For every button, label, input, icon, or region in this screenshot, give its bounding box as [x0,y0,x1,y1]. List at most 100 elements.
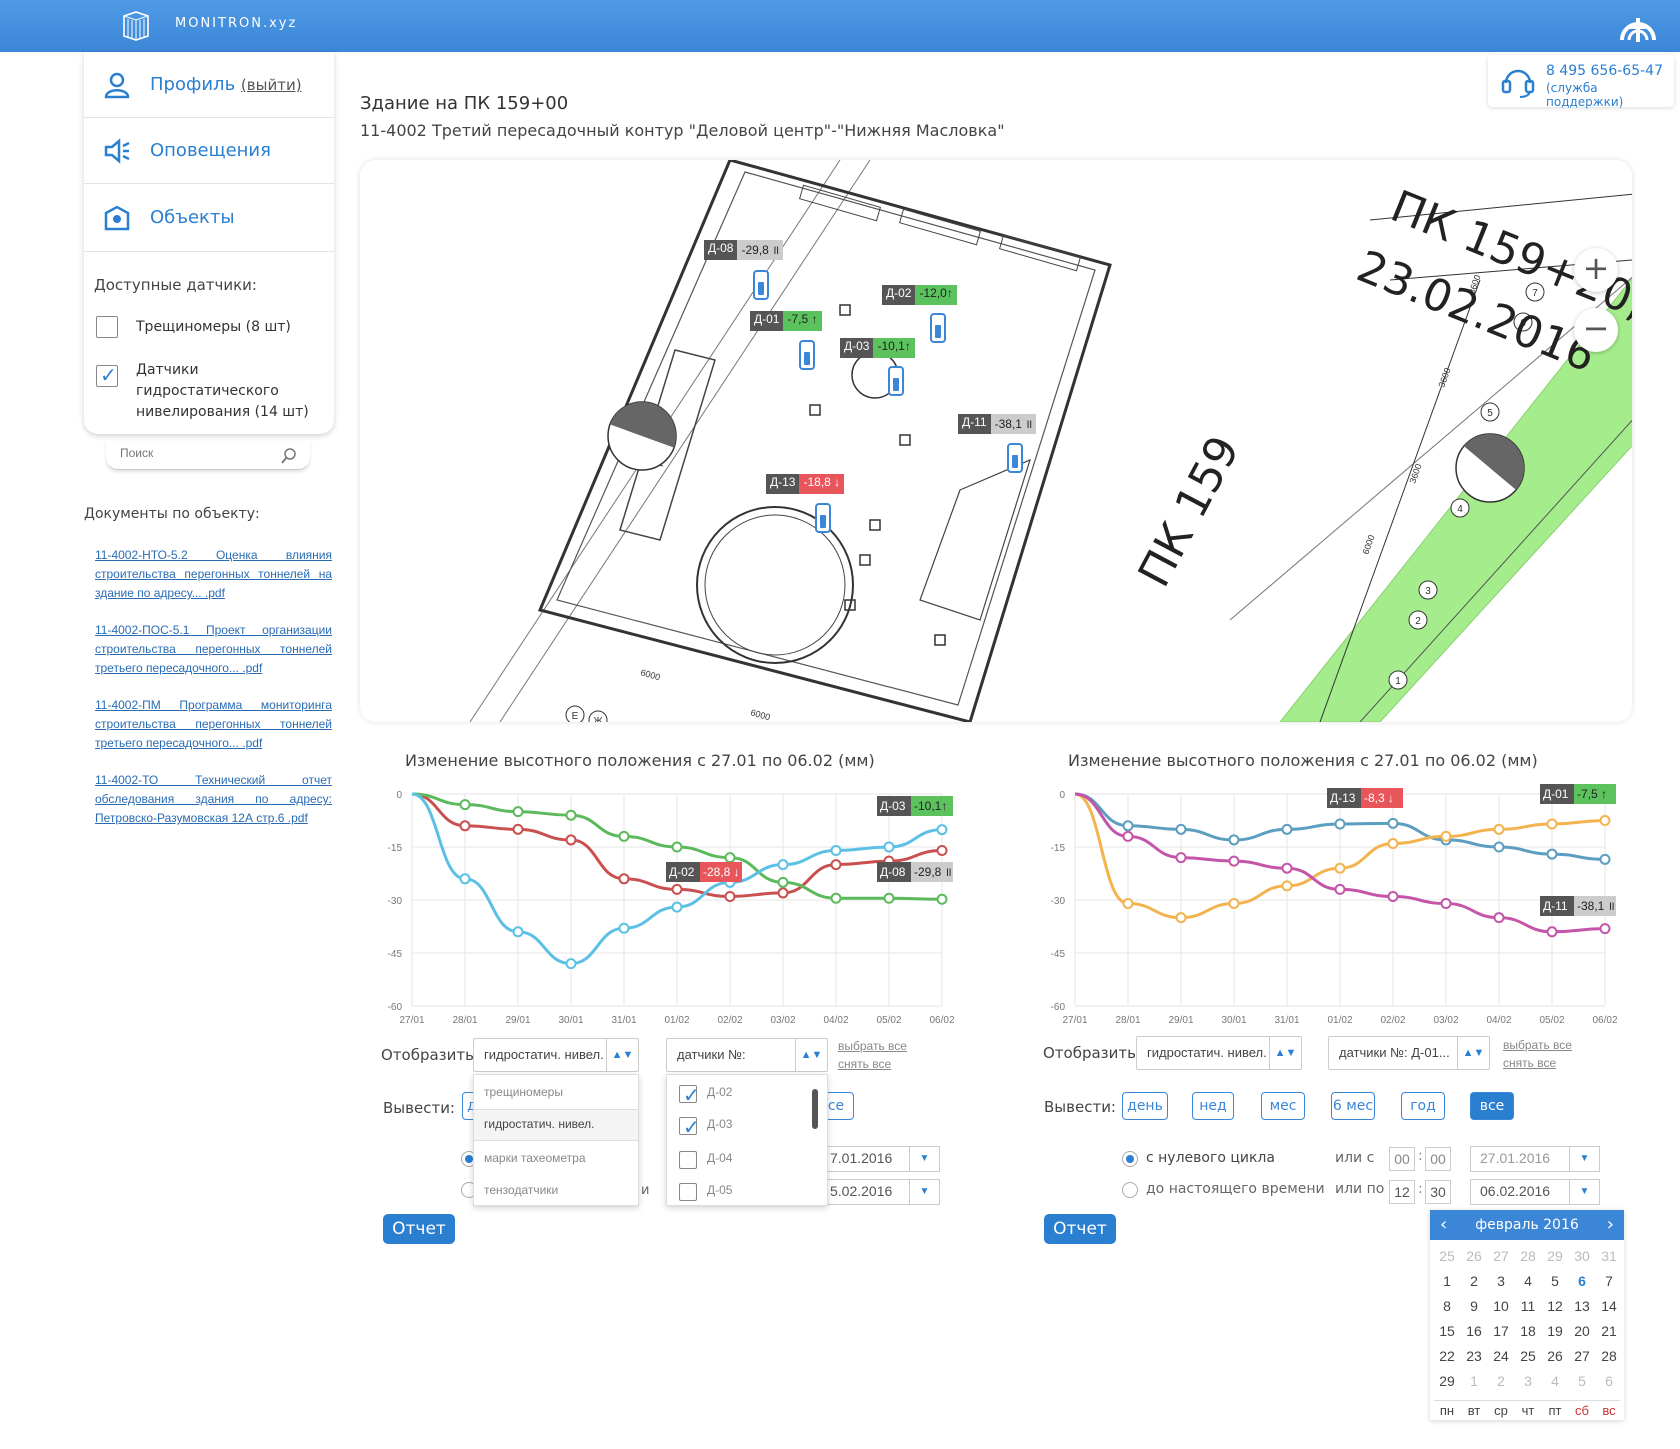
zoom-in-button[interactable]: + [1574,248,1618,292]
calendar-day[interactable]: 5 [1578,1373,1586,1389]
chart-left[interactable]: 0 -15 -30 -45 -60 27/01 28/01 29/01 30/01 31/01 01… [372,778,972,1033]
sensors-select[interactable]: датчики №: ▲▼ [666,1038,828,1072]
calendar-day[interactable]: 21 [1601,1323,1617,1339]
calendar-day[interactable]: 19 [1547,1323,1563,1339]
calendar-day[interactable]: 11 [1520,1298,1536,1314]
calendar-day[interactable]: 9 [1470,1298,1478,1314]
calendar-day[interactable]: 28 [1520,1248,1536,1264]
zoom-out-button[interactable]: − [1574,308,1618,352]
calendar-day[interactable]: 5 [1551,1273,1559,1289]
calendar-day[interactable]: 28 [1601,1348,1617,1364]
calendar-day[interactable]: 4 [1551,1373,1559,1389]
calendar-day[interactable]: 6 [1605,1373,1613,1389]
calendar-day[interactable]: 24 [1493,1348,1509,1364]
calendar-day[interactable]: 4 [1524,1273,1532,1289]
calendar-day[interactable]: 17 [1493,1323,1509,1339]
series-value-label[interactable]: Д-11 -38,1 ॥ [1540,896,1616,916]
period-week-button[interactable]: нед [1192,1092,1234,1120]
calendar-day[interactable]: 2 [1470,1273,1478,1289]
sensor-icon[interactable] [799,340,815,370]
calendar-day[interactable]: 29 [1547,1248,1563,1264]
date-to-input[interactable]: 5.02.2016 ▼ [820,1179,940,1205]
calendar-day[interactable]: 13 [1574,1298,1590,1314]
calendar-day[interactable]: 14 [1601,1298,1617,1314]
calendar-day[interactable]: 22 [1439,1348,1455,1364]
select-all-link[interactable]: выбрать все [838,1039,907,1053]
series-value-label[interactable]: Д-08 -29,8 ॥ [877,862,953,882]
sensor-tag[interactable]: Д-02 -12,0↑ [882,285,957,305]
calendar-day[interactable]: 3 [1497,1273,1505,1289]
calendar-day[interactable]: 1 [1470,1373,1478,1389]
prev-month-icon[interactable]: ‹ [1440,1214,1448,1235]
search-input[interactable] [120,446,280,460]
sensor-checkbox[interactable] [679,1083,700,1107]
calendar-day[interactable]: 3 [1524,1373,1532,1389]
series-value-label[interactable]: Д-01 -7,5 ↑ [1540,784,1616,804]
logo-icon[interactable] [120,10,152,42]
report-button[interactable]: Отчет [1044,1214,1116,1244]
calendar-day[interactable]: 26 [1466,1248,1482,1264]
sidebar-item-alerts[interactable]: Оповещения [84,118,334,184]
calendar-day[interactable]: 30 [1574,1248,1590,1264]
series-value-label[interactable]: Д-03 -10,1↑ [877,796,953,816]
sensor-checkbox[interactable] [679,1151,697,1169]
calendar-day[interactable]: 29 [1439,1373,1455,1389]
calendar-day[interactable]: 27 [1493,1248,1509,1264]
chart-right[interactable]: 0 -15 -30 -45 -60 27/01 28/01 29/01 30/01 31/01 01… [1035,778,1635,1033]
calendar-day[interactable]: 31 [1601,1248,1617,1264]
sensor-checkbox[interactable] [679,1183,697,1201]
series-value-label[interactable]: Д-13 -8,3 ↓ [1327,788,1403,808]
type-option-selected[interactable]: гидростатич. нивел. [484,1117,595,1131]
type-option[interactable]: марки тахеометра [484,1151,586,1165]
type-select[interactable]: гидростатич. нивел. ▲▼ [473,1038,639,1072]
sensor-checkbox[interactable] [679,1115,700,1139]
sensor-icon[interactable] [815,503,831,533]
now-radio[interactable] [1122,1182,1138,1198]
calendar-day[interactable]: 2 [1497,1373,1505,1389]
hour-from-input[interactable]: 00 [1389,1147,1415,1171]
calendar-day[interactable]: 16 [1466,1323,1482,1339]
next-month-icon[interactable]: › [1606,1214,1614,1235]
document-link[interactable]: 11-4002-НТО-5.2 Оценка влияния строитель… [95,548,332,600]
zero-cycle-radio[interactable] [1122,1151,1138,1167]
logout-link[interactable]: (выйти) [240,76,302,94]
period-day-button[interactable]: день [1122,1092,1168,1120]
sensor-icon[interactable] [1007,443,1023,473]
clear-all-link[interactable]: снять все [838,1057,892,1071]
sensor-option[interactable]: Д-05 [707,1183,733,1197]
type-option[interactable]: тензодатчики [484,1183,559,1197]
sensor-icon[interactable] [930,313,946,343]
clear-all-link[interactable]: снять все [1503,1056,1557,1070]
type-select[interactable]: гидростатич. нивел. ▲▼ [1136,1036,1302,1070]
calendar-day[interactable]: 10 [1493,1298,1509,1314]
calendar-day[interactable]: 6 [1578,1273,1586,1289]
document-link[interactable]: 11-4002-ПМ Программа мониторинга строите… [95,698,332,750]
calendar-day[interactable]: 25 [1520,1348,1536,1364]
crack-meter-checkbox[interactable] [96,316,118,338]
calendar-day[interactable]: 15 [1439,1323,1455,1339]
sensor-tag[interactable]: Д-08 -29,8 ॥ [704,240,784,260]
sensor-icon[interactable] [888,366,904,396]
calendar-day[interactable]: 23 [1466,1348,1482,1364]
metro-logo-icon[interactable] [1618,6,1658,46]
sensor-tag[interactable]: Д-01 -7,5 ↑ [750,311,822,331]
calendar-day[interactable]: 7 [1605,1273,1613,1289]
search-icon[interactable] [280,447,298,465]
support-phone[interactable]: 8 495 656-65-47 [1546,63,1663,79]
sensor-option[interactable]: Д-03 [707,1117,733,1131]
hour-to-input[interactable]: 12 [1389,1180,1415,1204]
period-year-button[interactable]: год [1401,1092,1445,1120]
calendar-day[interactable]: 1 [1443,1273,1451,1289]
series-value-label[interactable]: Д-02 -28,8 ↓ [666,862,742,882]
scrollbar-thumb[interactable] [812,1089,818,1129]
sensor-option[interactable]: Д-04 [707,1151,733,1165]
minute-from-input[interactable]: 00 [1425,1147,1451,1171]
minute-to-input[interactable]: 30 [1425,1180,1451,1204]
calendar-day[interactable]: 27 [1574,1348,1590,1364]
period-all-button[interactable]: все [1470,1092,1514,1120]
sensor-tag[interactable]: Д-13 -18,8 ↓ [766,474,845,494]
document-link[interactable]: 11-4002-ПОС-5.1 Проект организации строи… [95,623,332,675]
calendar-day[interactable]: 12 [1547,1298,1563,1314]
calendar-day[interactable]: 25 [1439,1248,1455,1264]
hydrostatic-checkbox[interactable] [96,363,118,387]
